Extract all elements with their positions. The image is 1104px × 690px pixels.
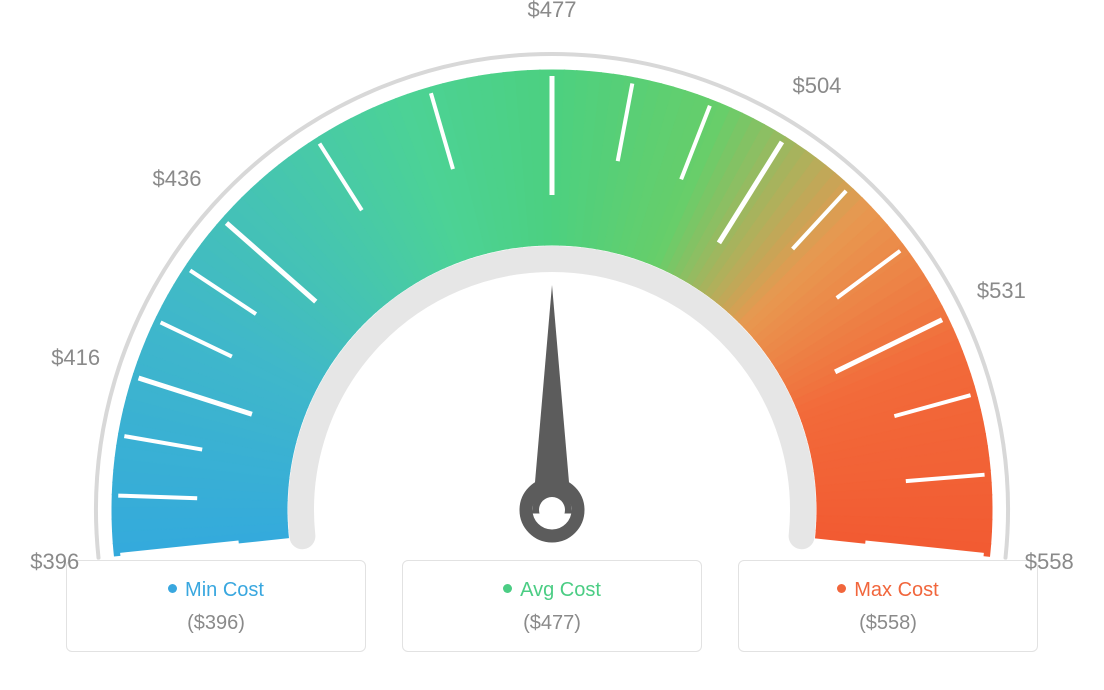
gauge-tick-label: $558 (1025, 549, 1074, 575)
legend-min-label: Min Cost (185, 579, 264, 601)
legend-row: Min Cost ($396) Avg Cost ($477) Max Cost… (0, 560, 1104, 652)
legend-min-dot (168, 584, 177, 593)
legend-avg-label: Avg Cost (520, 579, 601, 601)
legend-card-max: Max Cost ($558) (738, 560, 1038, 652)
gauge-tick-label: $504 (792, 73, 841, 99)
legend-min-title: Min Cost (67, 579, 365, 602)
gauge-tick-label: $531 (977, 278, 1026, 304)
gauge-tick-label: $416 (51, 345, 100, 371)
gauge-svg (0, 0, 1104, 560)
legend-avg-title: Avg Cost (403, 579, 701, 602)
gauge-chart: $396$416$436$477$504$531$558 (0, 0, 1104, 560)
gauge-tick-label: $436 (153, 166, 202, 192)
legend-max-value: ($558) (739, 612, 1037, 635)
legend-min-value: ($396) (67, 612, 365, 635)
legend-max-dot (837, 584, 846, 593)
legend-card-min: Min Cost ($396) (66, 560, 366, 652)
gauge-tick-label: $396 (30, 549, 79, 575)
legend-max-title: Max Cost (739, 579, 1037, 602)
legend-card-avg: Avg Cost ($477) (402, 560, 702, 652)
legend-max-label: Max Cost (854, 579, 938, 601)
legend-avg-dot (503, 584, 512, 593)
gauge-tick-label: $477 (528, 0, 577, 23)
legend-avg-value: ($477) (403, 612, 701, 635)
